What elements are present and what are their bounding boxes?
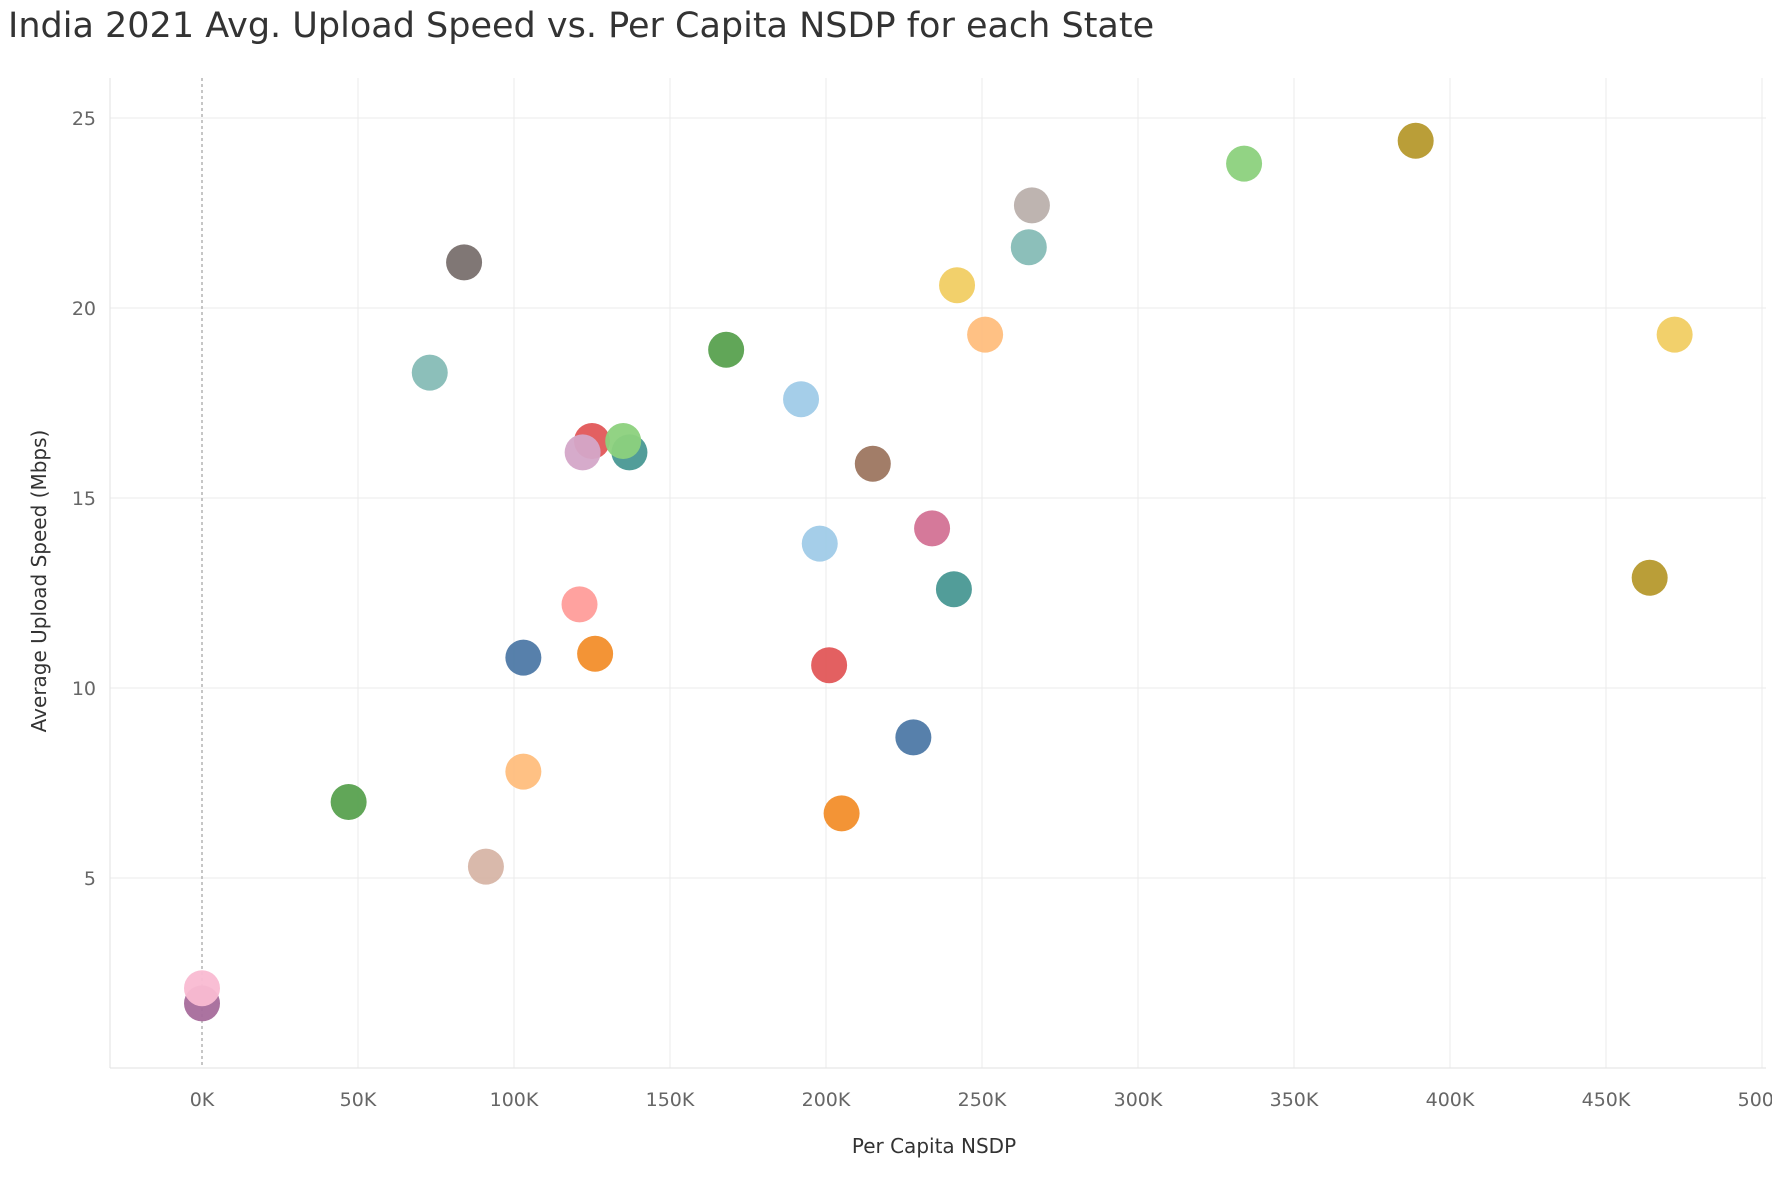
x-tick-label: 300K [1114,1089,1163,1111]
x-tick-label: 200K [802,1089,851,1111]
y-tick-label: 25 [72,108,96,130]
data-point[interactable] [411,354,448,391]
data-point[interactable] [446,244,483,281]
data-point[interactable] [505,639,542,676]
data-point[interactable] [1010,229,1047,266]
x-tick-label: 250K [958,1089,1007,1111]
data-point[interactable] [184,970,220,1007]
axes [109,78,1766,1069]
data-point[interactable] [564,434,601,471]
x-tick-label: 150K [646,1089,695,1111]
data-point[interactable] [935,571,972,608]
x-tick-label: 500K [1738,1089,1772,1111]
data-points [184,122,1693,1022]
x-tick-label: 100K [490,1089,539,1111]
data-point[interactable] [1397,122,1434,159]
data-point[interactable] [801,525,838,562]
data-point[interactable] [823,795,860,832]
data-point[interactable] [1631,559,1668,596]
data-point[interactable] [561,586,598,623]
x-axis-title: Per Capita NSDP [852,1134,1016,1158]
data-point[interactable] [1226,145,1263,182]
data-point[interactable] [605,423,642,459]
x-tick-label: 50K [340,1089,377,1111]
data-point[interactable] [854,445,891,482]
chart-title: India 2021 Avg. Upload Speed vs. Per Cap… [8,6,1155,46]
x-tick-label: 450K [1582,1089,1631,1111]
y-axis-title: Average Upload Speed (Mbps) [27,430,51,733]
data-point[interactable] [914,510,951,547]
data-point[interactable] [783,381,820,418]
data-point[interactable] [330,784,367,820]
data-point[interactable] [1656,316,1693,353]
x-tick-label: 400K [1426,1089,1475,1111]
data-point[interactable] [467,848,504,885]
data-point[interactable] [1013,187,1050,224]
y-tick-label: 15 [72,488,96,510]
data-point[interactable] [577,635,614,672]
data-point[interactable] [967,316,1004,353]
grid-lines [110,78,1766,1068]
x-tick-label: 0K [190,1089,215,1111]
data-point[interactable] [895,719,932,756]
tick-labels: 0K 50K 100K 150K 200K 250K 300K 350K 400K 450K 500… [72,108,1772,1111]
data-point[interactable] [708,331,745,368]
data-point[interactable] [939,267,976,304]
data-point[interactable] [811,647,848,684]
y-tick-label: 5 [84,868,96,890]
y-tick-label: 10 [72,678,96,700]
y-tick-label: 20 [72,298,96,320]
data-point[interactable] [505,753,542,790]
x-tick-label: 350K [1270,1089,1319,1111]
